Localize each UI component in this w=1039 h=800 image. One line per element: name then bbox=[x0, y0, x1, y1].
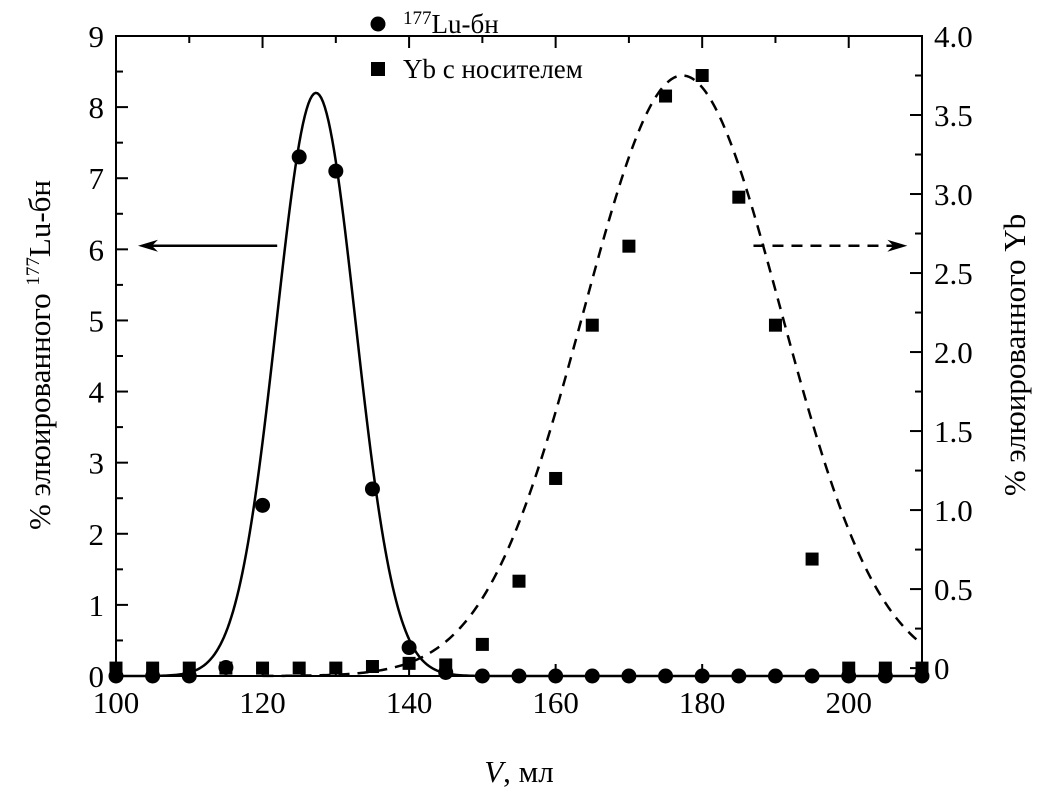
data-point-yb bbox=[805, 552, 819, 566]
y-right-tick-label: 0.5 bbox=[934, 572, 973, 607]
legend-label-yb: Yb с носителем bbox=[403, 54, 583, 84]
data-point-yb bbox=[695, 69, 709, 83]
y-left-title-sup: 177 bbox=[23, 257, 44, 286]
legend-label-lu-sup: 177 bbox=[403, 8, 432, 29]
data-point-yb bbox=[732, 190, 746, 204]
x-tick-label: 200 bbox=[825, 685, 872, 720]
fit-curve-lu bbox=[116, 91, 922, 678]
x-axis-title-var: V bbox=[484, 754, 506, 789]
data-point-lu bbox=[658, 668, 674, 684]
arrow-left-head bbox=[137, 239, 158, 252]
data-point-yb bbox=[622, 239, 636, 253]
data-point-yb bbox=[475, 637, 489, 651]
y-right-tick-label: 4.0 bbox=[934, 19, 973, 54]
x-axis-title-unit: , мл bbox=[503, 754, 554, 789]
data-point-yb bbox=[146, 661, 160, 675]
data-point-lu bbox=[511, 668, 527, 684]
data-point-lu bbox=[328, 163, 344, 179]
x-tick-label: 140 bbox=[386, 685, 433, 720]
data-point-lu bbox=[364, 481, 380, 497]
y-right-tick-label: 2.0 bbox=[934, 335, 973, 370]
data-point-lu bbox=[767, 668, 783, 684]
data-point-yb bbox=[109, 661, 123, 675]
data-point-yb bbox=[512, 574, 526, 588]
data-point-lu bbox=[584, 668, 600, 684]
data-point-lu bbox=[474, 668, 490, 684]
data-point-yb bbox=[219, 661, 233, 675]
legend-label-lu-text: Lu-бн bbox=[432, 9, 499, 39]
data-point-yb bbox=[402, 656, 416, 670]
y-left-tick-label: 4 bbox=[89, 375, 105, 410]
legend: 177Lu-бн Yb с носителем bbox=[370, 8, 583, 84]
x-tick-label: 160 bbox=[532, 685, 579, 720]
tick-labels: 100 120 140 160 180 200 0 1 2 3 4 5 6 7 8 9 0 0.5 1.0 1.5 2.… bbox=[89, 19, 973, 720]
y-left-tick-label: 5 bbox=[89, 303, 105, 338]
data-point-lu bbox=[291, 149, 307, 165]
data-point-yb bbox=[292, 661, 306, 675]
y-left-tick-label: 3 bbox=[89, 446, 105, 481]
data-point-yb bbox=[878, 661, 892, 675]
legend-label-lu: 177Lu-бн bbox=[403, 8, 499, 39]
arrow-right-head bbox=[887, 239, 908, 252]
data-point-yb bbox=[365, 660, 379, 674]
y-left-tick-label: 9 bbox=[89, 19, 105, 54]
y-left-tick-label: 2 bbox=[89, 517, 105, 552]
data-point-lu bbox=[401, 640, 417, 656]
data-point-yb bbox=[915, 661, 929, 675]
x-tick-label: 180 bbox=[679, 685, 726, 720]
data-point-lu bbox=[694, 668, 710, 684]
data-point-lu bbox=[621, 668, 637, 684]
data-point-yb bbox=[549, 471, 563, 485]
y-right-axis-title: % элюированного Yb bbox=[997, 214, 1032, 496]
data-point-yb bbox=[329, 661, 343, 675]
x-tick-label: 120 bbox=[239, 685, 286, 720]
y-left-tick-label: 1 bbox=[89, 588, 105, 623]
x-tick-label: 100 bbox=[93, 685, 140, 720]
y-left-tick-label: 0 bbox=[89, 659, 105, 694]
legend-marker-circle bbox=[370, 16, 386, 32]
y-left-title-suffix: Lu-бн bbox=[22, 180, 57, 257]
legend-marker-square bbox=[371, 62, 385, 76]
data-point-yb bbox=[439, 658, 453, 672]
data-point-yb bbox=[585, 318, 599, 332]
data-point-lu bbox=[255, 497, 271, 513]
y-left-tick-label: 6 bbox=[89, 232, 105, 267]
y-right-tick-label: 0 bbox=[934, 651, 950, 686]
y-left-tick-label: 7 bbox=[89, 161, 105, 196]
data-point-yb bbox=[182, 661, 196, 675]
y-left-axis-title: % элюированного 177Lu-бн bbox=[22, 180, 57, 530]
data-point-yb bbox=[842, 661, 856, 675]
y-right-tick-label: 2.5 bbox=[934, 256, 973, 291]
data-markers bbox=[108, 69, 930, 684]
y-right-tick-label: 3.5 bbox=[934, 98, 973, 133]
data-point-lu bbox=[804, 668, 820, 684]
y-right-tick-label: 1.0 bbox=[934, 493, 973, 528]
data-point-yb bbox=[768, 318, 782, 332]
data-point-yb bbox=[256, 661, 270, 675]
y-left-tick-label: 8 bbox=[89, 90, 105, 125]
data-point-lu bbox=[731, 668, 747, 684]
data-point-yb bbox=[659, 89, 673, 103]
y-right-tick-label: 3.0 bbox=[934, 177, 973, 212]
data-point-lu bbox=[548, 668, 564, 684]
x-axis-title: V, мл bbox=[484, 754, 554, 789]
y-left-title-prefix: % элюированного bbox=[22, 286, 57, 530]
y-right-tick-label: 1.5 bbox=[934, 414, 973, 449]
axis-arrows bbox=[137, 239, 908, 252]
